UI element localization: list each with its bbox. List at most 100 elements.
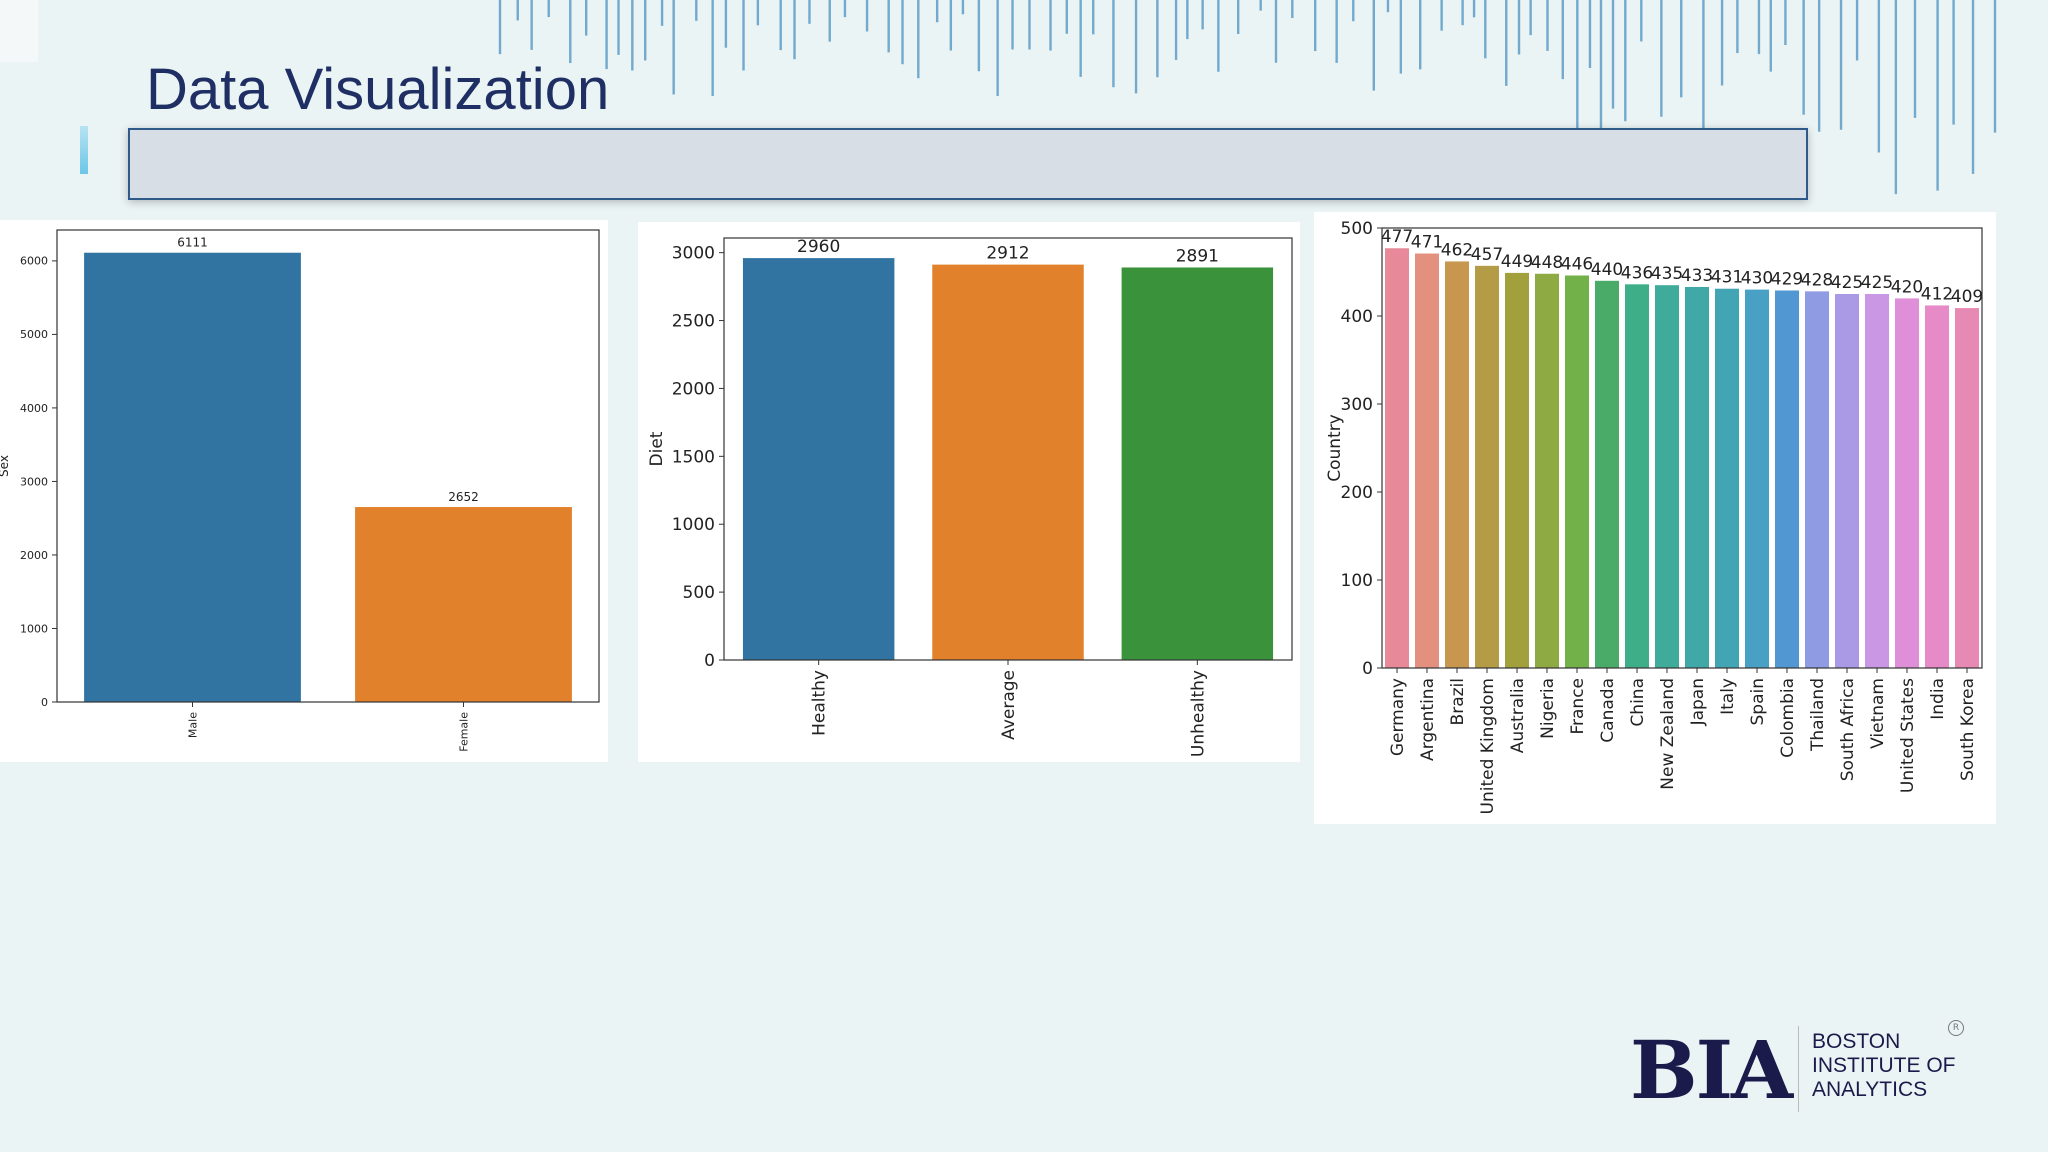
decorative-vertical-lines bbox=[498, 0, 1997, 195]
y-tick-label: 6000 bbox=[20, 255, 48, 268]
data-label: 462 bbox=[1441, 240, 1473, 260]
bar-south-africa bbox=[1835, 294, 1859, 668]
bar-female bbox=[355, 507, 572, 702]
x-tick-label: United States bbox=[1898, 678, 1918, 793]
page-title: Data Visualization bbox=[146, 57, 610, 122]
x-tick-label: Australia bbox=[1508, 678, 1528, 753]
bar-brazil bbox=[1445, 261, 1469, 668]
bar-united-kingdom bbox=[1475, 265, 1499, 668]
y-tick-label: 2000 bbox=[20, 549, 48, 562]
bar-vietnam bbox=[1865, 294, 1889, 668]
data-label: 412 bbox=[1921, 284, 1953, 304]
data-label: 429 bbox=[1771, 269, 1803, 289]
bar-male bbox=[84, 252, 301, 702]
y-tick-label: 1500 bbox=[672, 447, 715, 467]
y-tick-label: 200 bbox=[1341, 483, 1373, 503]
y-tick-label: 3000 bbox=[672, 244, 715, 264]
x-tick-label: Thailand bbox=[1808, 678, 1828, 752]
data-label: 430 bbox=[1741, 269, 1773, 289]
bar-italy bbox=[1715, 288, 1739, 668]
y-tick-label: 500 bbox=[683, 583, 715, 603]
y-tick-label: 5000 bbox=[20, 328, 48, 341]
logo-mark: BIA bbox=[1630, 1023, 1793, 1117]
data-label: 440 bbox=[1591, 260, 1623, 280]
diet-bar-chart: 2960 2912 2891 0 500 1000 1500 2000 2500 3000 Heal… bbox=[647, 237, 1293, 757]
bar-colombia bbox=[1775, 290, 1799, 668]
title-banner bbox=[128, 128, 1808, 200]
data-label: 2912 bbox=[986, 244, 1029, 264]
data-label: 448 bbox=[1531, 253, 1563, 273]
y-axis-label: Country bbox=[1325, 414, 1345, 482]
y-tick-label: 0 bbox=[41, 696, 48, 709]
y-tick-label: 4000 bbox=[20, 402, 48, 415]
logo-line: ANALYTICS bbox=[1812, 1078, 1928, 1101]
x-tick-label: Male bbox=[186, 712, 199, 738]
decorative-lines-group bbox=[498, 0, 1997, 195]
y-tick-label: 0 bbox=[1362, 659, 1373, 679]
bar-south-korea bbox=[1955, 308, 1979, 668]
x-tick-label: China bbox=[1628, 678, 1648, 727]
x-tick-label: Unhealthy bbox=[1188, 670, 1208, 757]
y-tick-label: 0 bbox=[704, 651, 715, 671]
bar-average bbox=[932, 264, 1084, 660]
bar-india bbox=[1925, 305, 1949, 668]
bia-logo: BIA BOSTON INSTITUTE OF ANALYTICS R bbox=[1630, 1020, 1964, 1120]
data-label: 425 bbox=[1831, 273, 1863, 293]
x-tick-label: South Korea bbox=[1958, 678, 1978, 781]
bar-new-zealand bbox=[1655, 285, 1679, 668]
bar-united-states bbox=[1895, 298, 1919, 668]
x-tick-label: Colombia bbox=[1778, 678, 1798, 758]
x-tick-label: Average bbox=[999, 670, 1019, 740]
data-label: 2891 bbox=[1176, 246, 1219, 266]
bar-healthy bbox=[742, 258, 895, 660]
y-tick-label: 1000 bbox=[672, 515, 715, 535]
data-label: 431 bbox=[1711, 268, 1743, 288]
x-tick-label: Argentina bbox=[1418, 678, 1438, 761]
x-tick-label: Spain bbox=[1748, 678, 1768, 726]
y-tick-label: 500 bbox=[1341, 219, 1373, 239]
x-tick-label: New Zealand bbox=[1658, 678, 1678, 790]
bar-canada bbox=[1595, 280, 1619, 668]
data-label: 435 bbox=[1651, 264, 1683, 284]
data-label: 409 bbox=[1951, 287, 1983, 307]
x-tick-label: Healthy bbox=[810, 670, 830, 736]
y-tick-label: 1000 bbox=[20, 622, 48, 635]
plot-frame bbox=[56, 229, 600, 703]
y-tick-label: 400 bbox=[1341, 307, 1373, 327]
accent-bar bbox=[80, 126, 88, 174]
x-tick-label: Brazil bbox=[1448, 678, 1468, 725]
diet-chart-panel: 2960 2912 2891 0 500 1000 1500 2000 2500 3000 Heal… bbox=[638, 222, 1300, 762]
country-bar-chart: 4774714624574494484464404364354334314304… bbox=[1325, 219, 1983, 815]
x-tick-label: United Kingdom bbox=[1478, 678, 1498, 814]
registered-mark: R bbox=[1948, 1020, 1964, 1036]
bar-france bbox=[1565, 275, 1589, 668]
bar-japan bbox=[1685, 286, 1709, 668]
logo-text: BOSTON INSTITUTE OF ANALYTICS bbox=[1812, 1030, 1956, 1102]
x-tick-label: Female bbox=[457, 712, 470, 752]
bar-thailand bbox=[1805, 291, 1829, 668]
data-label: 477 bbox=[1381, 227, 1413, 247]
country-chart-panel: 477 471 462 457 449 448 446 440 436 435 433 431 430 4… bbox=[1314, 212, 1996, 824]
data-label: 2960 bbox=[797, 237, 840, 257]
bar-spain bbox=[1745, 289, 1769, 668]
x-tick-label: Italy bbox=[1718, 678, 1738, 715]
x-tick-label: South Africa bbox=[1838, 678, 1858, 781]
data-label: 471 bbox=[1411, 233, 1443, 253]
x-tick-label: Canada bbox=[1598, 678, 1618, 743]
y-tick-label: 100 bbox=[1341, 571, 1373, 591]
corner-block bbox=[0, 0, 38, 62]
y-tick-label: 3000 bbox=[20, 475, 48, 488]
bar-unhealthy bbox=[1121, 267, 1274, 660]
data-label: 433 bbox=[1681, 266, 1713, 286]
logo-divider bbox=[1798, 1026, 1799, 1112]
x-tick-label: Vietnam bbox=[1868, 678, 1888, 749]
logo-line: BOSTON bbox=[1812, 1030, 1901, 1053]
data-label: 2652 bbox=[448, 490, 479, 504]
x-tick-label: Japan bbox=[1688, 678, 1708, 726]
x-tick-label: Nigeria bbox=[1538, 678, 1558, 739]
x-tick-label: France bbox=[1568, 678, 1588, 735]
plot-frame bbox=[1381, 227, 1983, 669]
bar-germany bbox=[1385, 248, 1409, 669]
bar-china bbox=[1625, 284, 1649, 668]
y-tick-label: 300 bbox=[1341, 395, 1373, 415]
